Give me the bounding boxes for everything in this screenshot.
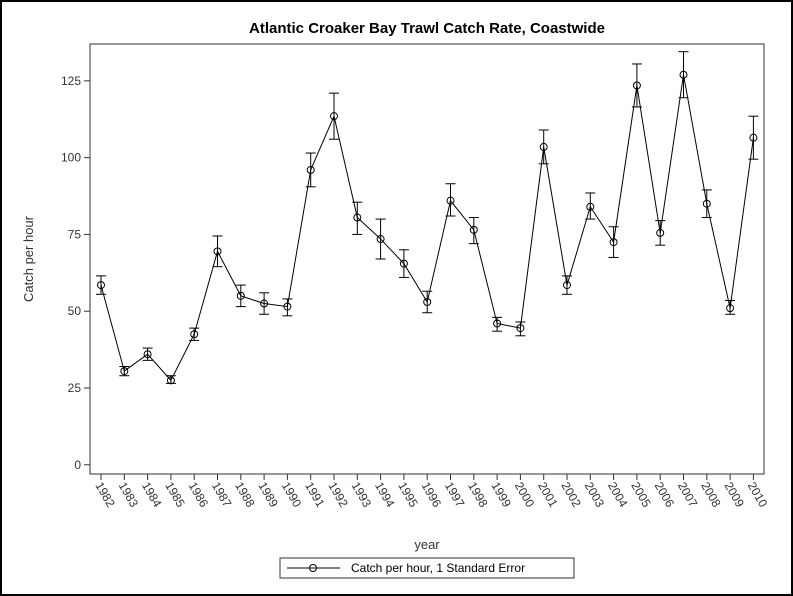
data-point — [190, 330, 199, 339]
legend-entry: Catch per hour, 1 Standard Error — [351, 561, 525, 575]
data-point — [632, 81, 641, 90]
x-axis: 1982198319841985198619871988198919901991… — [92, 474, 770, 510]
data-point — [330, 112, 338, 121]
y-tick-label: 75 — [68, 227, 82, 241]
series-layer — [96, 51, 759, 385]
legend-marker-swatch — [309, 564, 317, 572]
data-point — [679, 70, 688, 79]
data-point — [97, 281, 105, 290]
data-point — [563, 281, 571, 290]
y-tick-label: 125 — [61, 74, 81, 88]
x-tick-label: 1993 — [349, 480, 375, 510]
x-tick-label: 2000 — [512, 480, 538, 510]
x-tick-label: 1985 — [162, 480, 188, 510]
x-tick-label: 1986 — [186, 480, 212, 510]
y-tick-label: 50 — [68, 304, 82, 318]
x-tick-label: 1983 — [116, 480, 142, 510]
data-point — [423, 298, 432, 306]
x-tick-label: 1989 — [256, 480, 282, 510]
x-tick-label: 1984 — [139, 480, 165, 510]
x-tick-label: 1991 — [302, 480, 328, 510]
x-tick-label: 2008 — [698, 480, 724, 510]
data-point — [120, 367, 129, 376]
x-tick-label: 1999 — [489, 480, 515, 510]
data-point — [166, 376, 175, 385]
x-tick-label: 1992 — [325, 480, 351, 510]
data-point — [702, 199, 711, 208]
data-point — [399, 259, 408, 268]
x-tick-label: 1996 — [419, 480, 445, 510]
data-point — [213, 247, 222, 256]
data-point — [353, 213, 362, 222]
chart-title: Atlantic Croaker Bay Trawl Catch Rate, C… — [249, 20, 605, 37]
data-point — [283, 302, 292, 311]
x-tick-label: 2009 — [722, 480, 748, 510]
y-axis-label: Catch per hour — [21, 215, 36, 302]
x-tick-label: 1998 — [465, 480, 491, 510]
x-tick-label: 2010 — [745, 480, 771, 510]
data-point — [260, 299, 269, 308]
x-tick-label: 2004 — [605, 480, 631, 510]
data-point — [586, 202, 595, 211]
data-point — [726, 304, 735, 313]
y-tick-label: 0 — [74, 458, 81, 472]
x-tick-label: 1988 — [232, 480, 258, 510]
x-tick-label: 1995 — [395, 480, 421, 510]
y-tick-label: 25 — [68, 381, 82, 395]
x-tick-label: 2001 — [535, 480, 561, 510]
x-tick-label: 2003 — [582, 480, 608, 510]
x-tick-label: 1994 — [372, 480, 398, 510]
x-tick-label: 2006 — [652, 480, 678, 510]
x-axis-label: year — [414, 537, 440, 552]
data-point — [539, 142, 548, 151]
data-point — [749, 133, 758, 142]
data-point — [493, 319, 502, 328]
data-point — [306, 165, 315, 174]
data-point — [469, 225, 478, 234]
x-tick-label: 2007 — [675, 480, 701, 510]
data-point — [609, 238, 618, 247]
y-tick-label: 100 — [61, 151, 81, 165]
data-point — [236, 291, 245, 300]
x-tick-label: 1997 — [442, 480, 468, 510]
x-tick-label: 1987 — [209, 480, 235, 510]
x-tick-label: 2002 — [558, 480, 584, 510]
legend: Catch per hour, 1 Standard Error — [279, 557, 575, 579]
data-point — [656, 228, 665, 237]
y-axis: 0 25 50 75 100 125 — [61, 74, 90, 472]
series-line — [100, 74, 754, 382]
x-tick-label: 1982 — [92, 480, 118, 510]
data-point — [376, 235, 385, 244]
data-point — [446, 196, 455, 205]
plot-area — [89, 43, 765, 475]
data-point — [516, 324, 525, 333]
x-tick-label: 1990 — [279, 480, 305, 510]
x-tick-label: 2005 — [628, 480, 654, 510]
legend-box — [279, 557, 575, 579]
data-point — [143, 350, 152, 359]
